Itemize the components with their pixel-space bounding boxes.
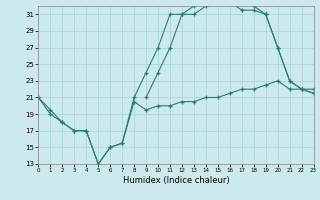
X-axis label: Humidex (Indice chaleur): Humidex (Indice chaleur) (123, 176, 229, 185)
